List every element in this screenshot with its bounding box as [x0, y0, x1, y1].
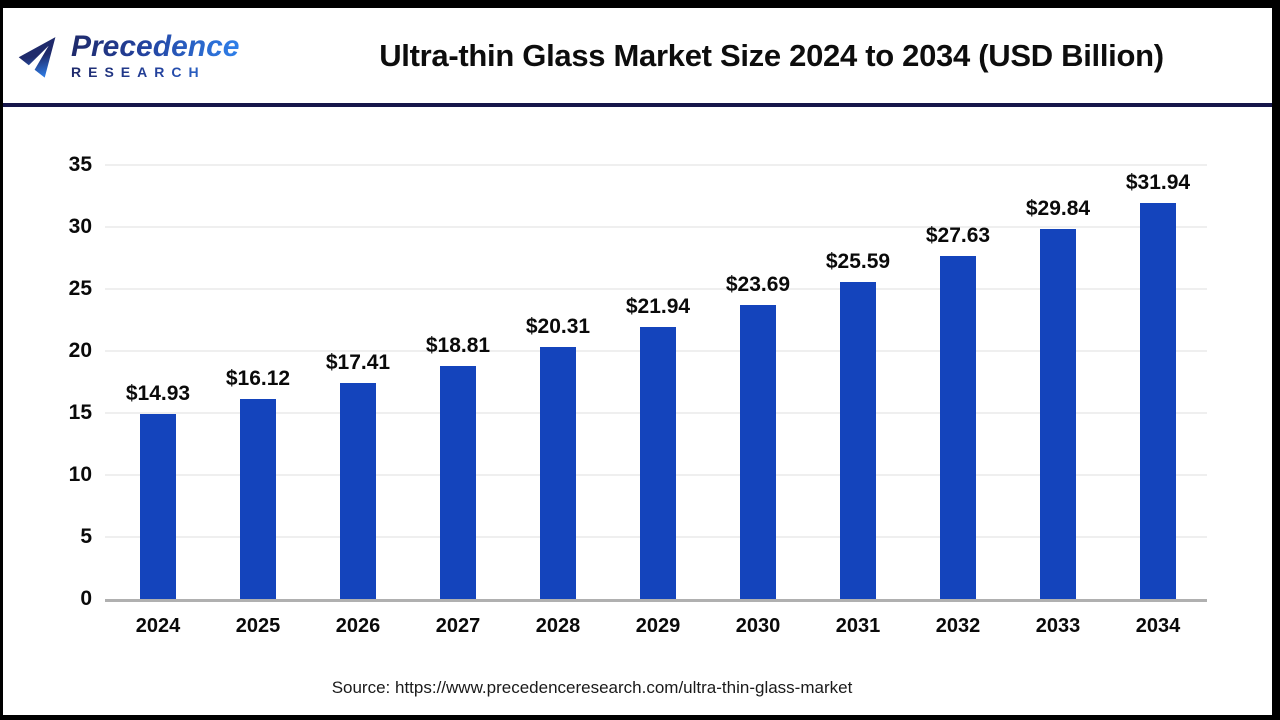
bar-value-label: $21.94 [625, 294, 691, 318]
x-axis-tick-label: 2033 [1035, 615, 1081, 637]
bar [540, 347, 576, 599]
bar-value-label: $17.41 [325, 351, 391, 375]
bar [940, 256, 976, 599]
x-axis-tick-label: 2024 [135, 615, 181, 637]
x-axis-line [105, 599, 1207, 602]
grid-line [105, 288, 1207, 290]
bar [840, 281, 876, 599]
y-axis-tick-label: 35 [68, 153, 92, 176]
bar [1040, 228, 1076, 599]
x-axis-tick-label: 2027 [435, 615, 481, 637]
bar-value-label: $14.93 [125, 381, 191, 405]
y-axis-tick-label: 10 [68, 463, 92, 486]
bar-value-label: $31.94 [1125, 170, 1191, 194]
x-axis-tick-label: 2028 [535, 615, 581, 637]
brand-name: Precedence [71, 30, 240, 63]
bar [740, 305, 776, 599]
y-axis-tick-label: 5 [80, 525, 92, 548]
x-axis-tick-label: 2031 [835, 615, 881, 637]
y-axis-tick-label: 30 [68, 215, 92, 238]
x-axis-tick-label: 2025 [235, 615, 281, 637]
bar-value-label: $16.12 [225, 367, 291, 391]
paper-plane-icon [18, 36, 56, 78]
bar [1140, 202, 1176, 599]
bar-value-label: $20.31 [525, 315, 591, 339]
y-axis-tick-label: 0 [80, 587, 92, 610]
y-axis-tick-label: 20 [68, 339, 92, 362]
x-axis-tick-label: 2034 [1135, 615, 1181, 637]
grid-line [105, 226, 1207, 228]
y-axis-tick-label: 25 [68, 277, 92, 300]
chart-title: Ultra-thin Glass Market Size 2024 to 203… [379, 37, 1164, 73]
brand-logo: Precedence RESEARCH [3, 31, 271, 80]
bar-value-label: $23.69 [725, 273, 791, 297]
bar-value-label: $27.63 [925, 224, 991, 248]
bar [640, 326, 676, 599]
bar [440, 365, 476, 599]
brand-subtitle: RESEARCH [71, 64, 239, 80]
source-citation: Source: https://www.precedenceresearch.c… [331, 678, 853, 697]
bar [240, 399, 276, 599]
bar [140, 413, 176, 599]
bar-value-label: $29.84 [1025, 196, 1091, 220]
x-axis-tick-label: 2032 [935, 615, 981, 637]
header: Precedence RESEARCH Ultra-thin Glass Mar… [3, 8, 1272, 103]
grid-line [105, 164, 1207, 166]
bar-value-label: $18.81 [425, 333, 491, 357]
brand-text: Precedence RESEARCH [71, 30, 240, 81]
bar-value-label: $25.59 [825, 249, 891, 273]
x-axis-tick-label: 2026 [335, 615, 381, 637]
bar [340, 383, 376, 599]
y-axis-tick-label: 15 [68, 401, 92, 424]
header-divider [0, 103, 1280, 107]
x-axis-tick-label: 2030 [735, 615, 781, 637]
x-axis-tick-label: 2029 [635, 615, 681, 637]
